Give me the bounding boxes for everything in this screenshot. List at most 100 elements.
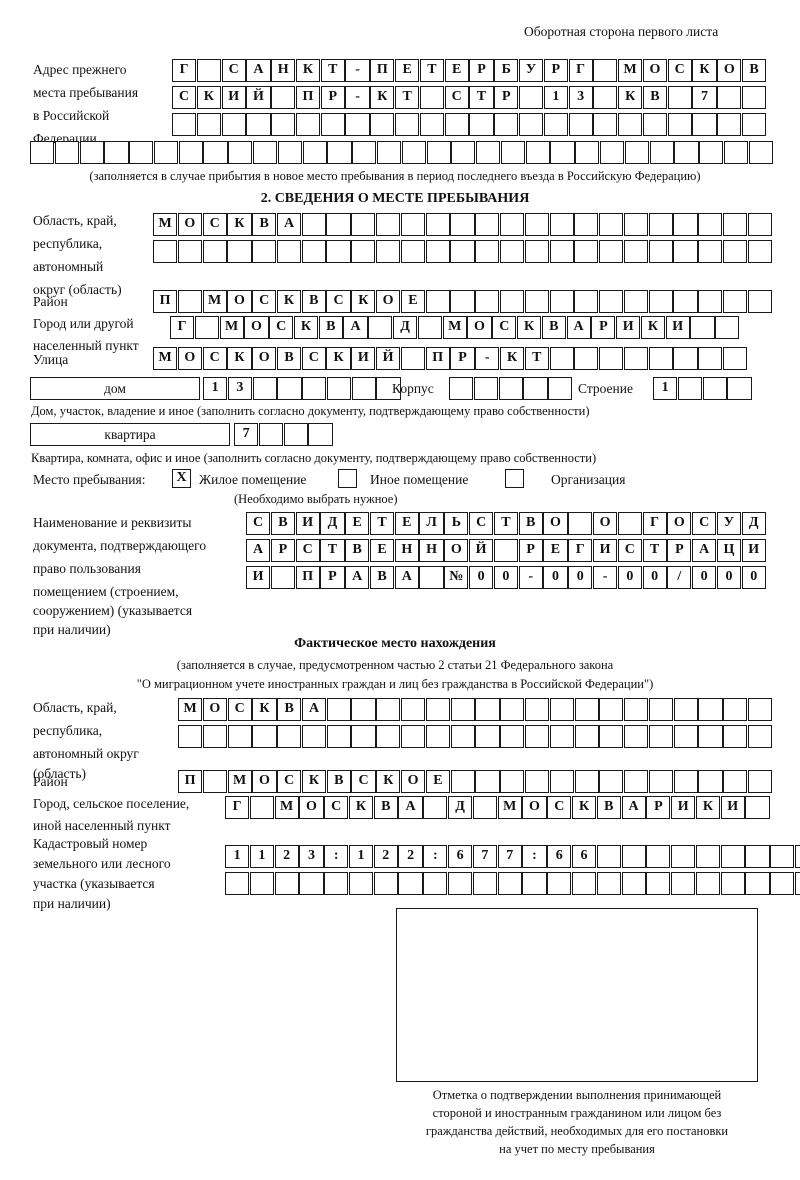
- al-cadastre-r1-cell-17[interactable]: [646, 872, 671, 895]
- prev-address-r2-cell-8[interactable]: [370, 113, 395, 136]
- s2-street-cell-23[interactable]: [722, 347, 748, 370]
- doc-r1-cell-19[interactable]: Ц: [716, 539, 742, 562]
- doc-r2-cell-6[interactable]: А: [394, 566, 419, 589]
- al-city-cell-20[interactable]: И: [720, 796, 745, 819]
- prev-address-wide-cell-8[interactable]: [228, 141, 253, 164]
- s2-street-cell-8[interactable]: И: [351, 347, 376, 370]
- s2-region-r0-cell-13[interactable]: [475, 213, 500, 236]
- s2-street-cell-10[interactable]: [400, 347, 425, 370]
- prev-address-r0-cell-17[interactable]: [593, 59, 618, 82]
- al-city-cell-12[interactable]: О: [522, 796, 547, 819]
- prev-address-r2-cell-4[interactable]: [271, 113, 296, 136]
- al-cadastre-r1-cell-2[interactable]: [274, 872, 299, 895]
- house-cell-6[interactable]: [351, 377, 376, 400]
- prev-address-r2-cell-7[interactable]: [345, 113, 370, 136]
- doc-r2-cell-1[interactable]: [270, 566, 295, 589]
- s2-district-cell-13[interactable]: [475, 290, 500, 313]
- prev-address-r1-cell-10[interactable]: [419, 86, 444, 109]
- s2-region-r1-cell-18[interactable]: [599, 240, 624, 263]
- al-city-cell-17[interactable]: Р: [646, 796, 671, 819]
- al-city-cell-8[interactable]: [423, 796, 448, 819]
- prev-address-wide-cell-6[interactable]: [178, 141, 203, 164]
- s2-region-r0-cell-17[interactable]: [574, 213, 599, 236]
- al-region-r1-cell-10[interactable]: [425, 725, 450, 748]
- doc-r0-cell-14[interactable]: О: [592, 512, 618, 535]
- prev-address-wide-cell-24[interactable]: [624, 141, 649, 164]
- al-cadastre-r1-cell-5[interactable]: [348, 872, 374, 895]
- al-city-cell-0[interactable]: Г: [225, 796, 250, 819]
- prev-address-r0-cell-14[interactable]: У: [518, 59, 544, 82]
- al-cadastre-r1-cell-20[interactable]: [720, 872, 745, 895]
- s2-district-cell-11[interactable]: [425, 290, 450, 313]
- al-region-r1-cell-13[interactable]: [500, 725, 525, 748]
- prev-address-r0-cell-9[interactable]: Е: [395, 59, 420, 82]
- al-district-cell-12[interactable]: [475, 770, 500, 793]
- s2-region-r0-cell-9[interactable]: [376, 213, 401, 236]
- confirmation-stamp-box[interactable]: [396, 908, 758, 1082]
- prev-address-wide-cell-11[interactable]: [302, 141, 327, 164]
- doc-r0-cell-5[interactable]: Т: [369, 512, 395, 535]
- prev-address-r1-cell-13[interactable]: Р: [494, 86, 519, 109]
- korpus-cell-2[interactable]: [498, 377, 523, 400]
- prev-address-r2-cell-3[interactable]: [246, 113, 271, 136]
- prev-address-wide-cell-20[interactable]: [525, 141, 550, 164]
- korpus-cells[interactable]: [449, 377, 573, 400]
- al-region-r0-cell-22[interactable]: [723, 698, 748, 721]
- prev-address-r0-cell-3[interactable]: А: [246, 59, 271, 82]
- al-city-cell-6[interactable]: В: [373, 796, 398, 819]
- al-region-r1-cell-15[interactable]: [549, 725, 574, 748]
- doc-r0-cell-4[interactable]: Е: [345, 512, 370, 535]
- s2-region-r1-cell-2[interactable]: [202, 240, 227, 263]
- s2-district-cell-10[interactable]: Е: [400, 290, 425, 313]
- s2-district-cell-17[interactable]: [574, 290, 599, 313]
- s2-region-r1-cell-22[interactable]: [698, 240, 723, 263]
- prev-address-r0-cell-19[interactable]: О: [642, 59, 668, 82]
- al-cadastre-r0-cell-16[interactable]: [621, 845, 646, 868]
- s2-street-cell-1[interactable]: О: [177, 347, 202, 370]
- doc-r1-cell-3[interactable]: Т: [320, 539, 345, 562]
- doc-r0-cell-7[interactable]: Л: [419, 512, 444, 535]
- prev-address-r1-cell-15[interactable]: 1: [543, 86, 568, 109]
- s2-street-cell-11[interactable]: П: [425, 347, 450, 370]
- s2-city-cell-1[interactable]: [194, 316, 219, 339]
- prev-address-r1-cell-11[interactable]: С: [444, 86, 469, 109]
- s2-district-cell-7[interactable]: С: [326, 290, 351, 313]
- s2-district-cell-20[interactable]: [648, 290, 673, 313]
- al-region-r1-cell-2[interactable]: [227, 725, 252, 748]
- s2-region-r1-cell-0[interactable]: [153, 240, 178, 263]
- al-region-r0-cell-10[interactable]: [425, 698, 450, 721]
- doc-r2-cell-0[interactable]: И: [246, 566, 271, 589]
- doc-r1-cell-1[interactable]: Р: [270, 539, 295, 562]
- al-cadastre-r0-cell-3[interactable]: 3: [299, 845, 324, 868]
- doc-r2-cell-13[interactable]: 0: [568, 566, 593, 589]
- doc-r2-cell-9[interactable]: 0: [469, 566, 494, 589]
- s2-region-r0-cell-3[interactable]: К: [227, 213, 252, 236]
- s2-city-cell-22[interactable]: [715, 316, 740, 339]
- s2-region-r0-cell-19[interactable]: [623, 213, 649, 236]
- s2-city-cell-7[interactable]: А: [343, 316, 368, 339]
- al-city-cell-3[interactable]: О: [299, 796, 324, 819]
- al-cadastre-r0-cell-20[interactable]: [720, 845, 745, 868]
- al-cadastre-r1-cell-8[interactable]: [423, 872, 448, 895]
- s2-region-r1-cell-21[interactable]: [673, 240, 698, 263]
- al-region-r1-cell-17[interactable]: [599, 725, 624, 748]
- s2-region-r1-cell-20[interactable]: [648, 240, 673, 263]
- al-cadastre-r1-cell-23[interactable]: [794, 872, 800, 895]
- al-region-r0-cell-20[interactable]: [673, 698, 698, 721]
- al-district-cell-8[interactable]: К: [376, 770, 401, 793]
- s2-region-r0-cell-1[interactable]: О: [177, 213, 202, 236]
- s2-region-r0-cell-22[interactable]: [698, 213, 723, 236]
- al-cadastre-r0-cell-18[interactable]: [671, 845, 696, 868]
- s2-street-cell-20[interactable]: [648, 347, 673, 370]
- al-region-r1-cell-8[interactable]: [376, 725, 401, 748]
- prev-address-r1-cell-14[interactable]: [518, 86, 544, 109]
- prev-address-row-2[interactable]: [172, 113, 767, 136]
- al-district-cell-20[interactable]: [673, 770, 698, 793]
- s2-region-r0-cell-21[interactable]: [673, 213, 698, 236]
- al-region-r1-cell-20[interactable]: [673, 725, 698, 748]
- s2-street-cell-22[interactable]: [698, 347, 723, 370]
- prev-address-wide-cell-1[interactable]: [54, 141, 79, 164]
- s2-district-cell-8[interactable]: К: [351, 290, 376, 313]
